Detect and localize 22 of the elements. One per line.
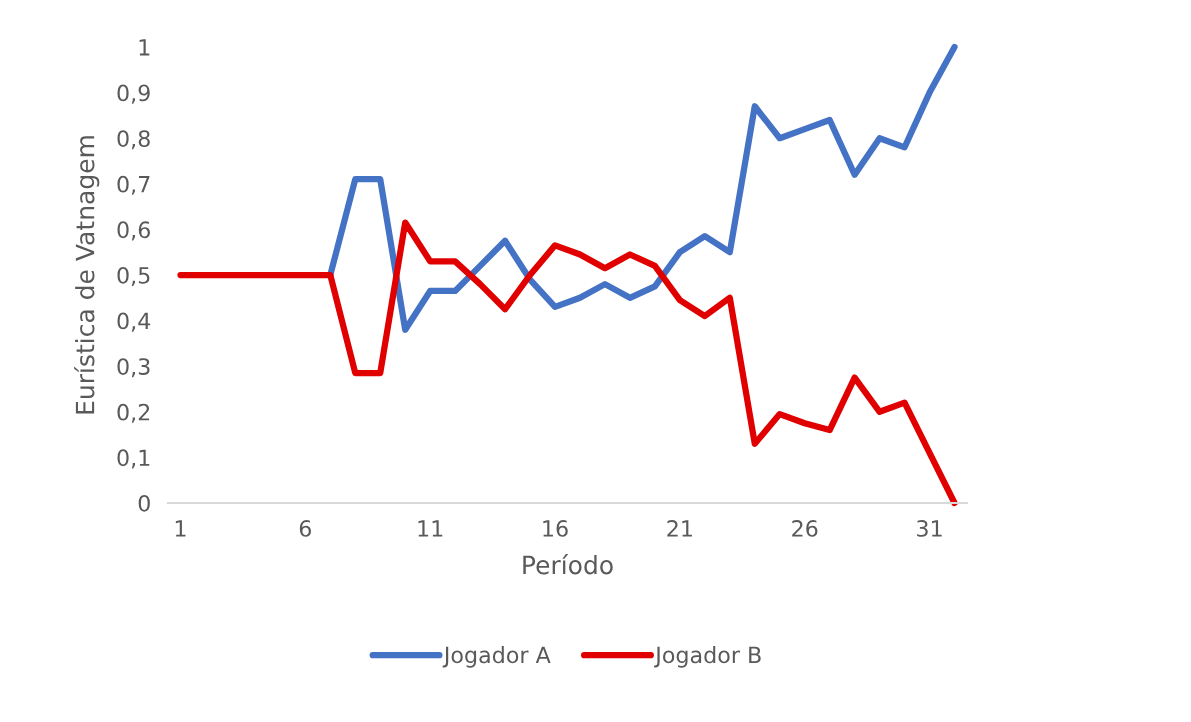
- y-tick-label: 0,2: [117, 403, 150, 423]
- x-tick-label: 6: [299, 520, 311, 537]
- y-tick-label: 0,3: [117, 358, 150, 378]
- legend-label: Jogador B: [654, 646, 761, 668]
- y-tick-label: 0,9: [117, 84, 150, 104]
- x-tick-label: 26: [792, 520, 818, 537]
- x-tick-label: 21: [667, 520, 692, 537]
- y-tick-label: 0: [138, 494, 150, 512]
- x-tick-label: 1: [175, 520, 186, 537]
- x-tick-label: 16: [543, 520, 568, 537]
- y-tick-label: 0,6: [117, 221, 150, 241]
- y-tick-label: 0,5: [117, 266, 150, 287]
- x-tick-label: 11: [418, 520, 443, 537]
- y-tick-label: 0,7: [117, 175, 150, 195]
- x-axis-title: Período: [523, 554, 613, 575]
- x-tick-label: 31: [917, 520, 942, 537]
- y-tick-label: 0,4: [117, 312, 151, 332]
- y-tick-label: 0,1: [117, 449, 150, 469]
- y-tick-label: 0,8: [117, 130, 150, 150]
- y-axis-title: Eurística de Vatnagem: [74, 136, 100, 414]
- legend-label: Jogador A: [442, 646, 551, 668]
- y-tick-label: 1: [139, 39, 150, 56]
